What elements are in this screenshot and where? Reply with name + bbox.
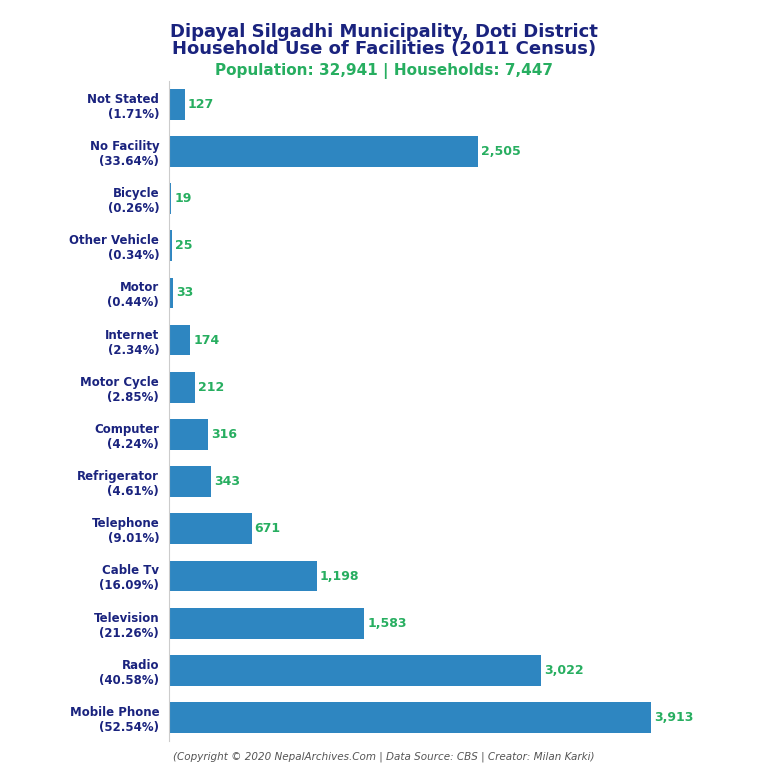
Text: 212: 212	[198, 381, 224, 394]
Text: 3,913: 3,913	[654, 711, 694, 724]
Text: Population: 32,941 | Households: 7,447: Population: 32,941 | Households: 7,447	[215, 63, 553, 79]
Bar	[169, 514, 252, 545]
Bar	[169, 466, 211, 497]
Bar	[169, 230, 172, 261]
Bar	[169, 184, 171, 214]
Bar	[169, 372, 195, 402]
Text: Household Use of Facilities (2011 Census): Household Use of Facilities (2011 Census…	[172, 40, 596, 58]
Bar	[169, 277, 173, 308]
Text: 174: 174	[194, 333, 220, 346]
Text: 127: 127	[187, 98, 214, 111]
Bar	[169, 89, 184, 120]
Text: 1,198: 1,198	[319, 570, 359, 582]
Text: 33: 33	[176, 286, 194, 300]
Bar	[169, 561, 316, 591]
Text: 25: 25	[175, 240, 193, 252]
Text: 19: 19	[174, 192, 192, 205]
Bar	[169, 419, 208, 450]
Text: 316: 316	[211, 428, 237, 441]
Text: 3,022: 3,022	[545, 664, 584, 677]
Text: (Copyright © 2020 NepalArchives.Com | Data Source: CBS | Creator: Milan Karki): (Copyright © 2020 NepalArchives.Com | Da…	[174, 751, 594, 762]
Text: 1,583: 1,583	[367, 617, 406, 630]
Bar	[169, 655, 541, 686]
Text: 343: 343	[214, 475, 240, 488]
Text: 2,505: 2,505	[481, 145, 521, 158]
Text: Dipayal Silgadhi Municipality, Doti District: Dipayal Silgadhi Municipality, Doti Dist…	[170, 23, 598, 41]
Bar	[169, 607, 364, 638]
Bar	[169, 702, 651, 733]
Text: 671: 671	[255, 522, 281, 535]
Bar	[169, 325, 190, 356]
Bar	[169, 136, 478, 167]
